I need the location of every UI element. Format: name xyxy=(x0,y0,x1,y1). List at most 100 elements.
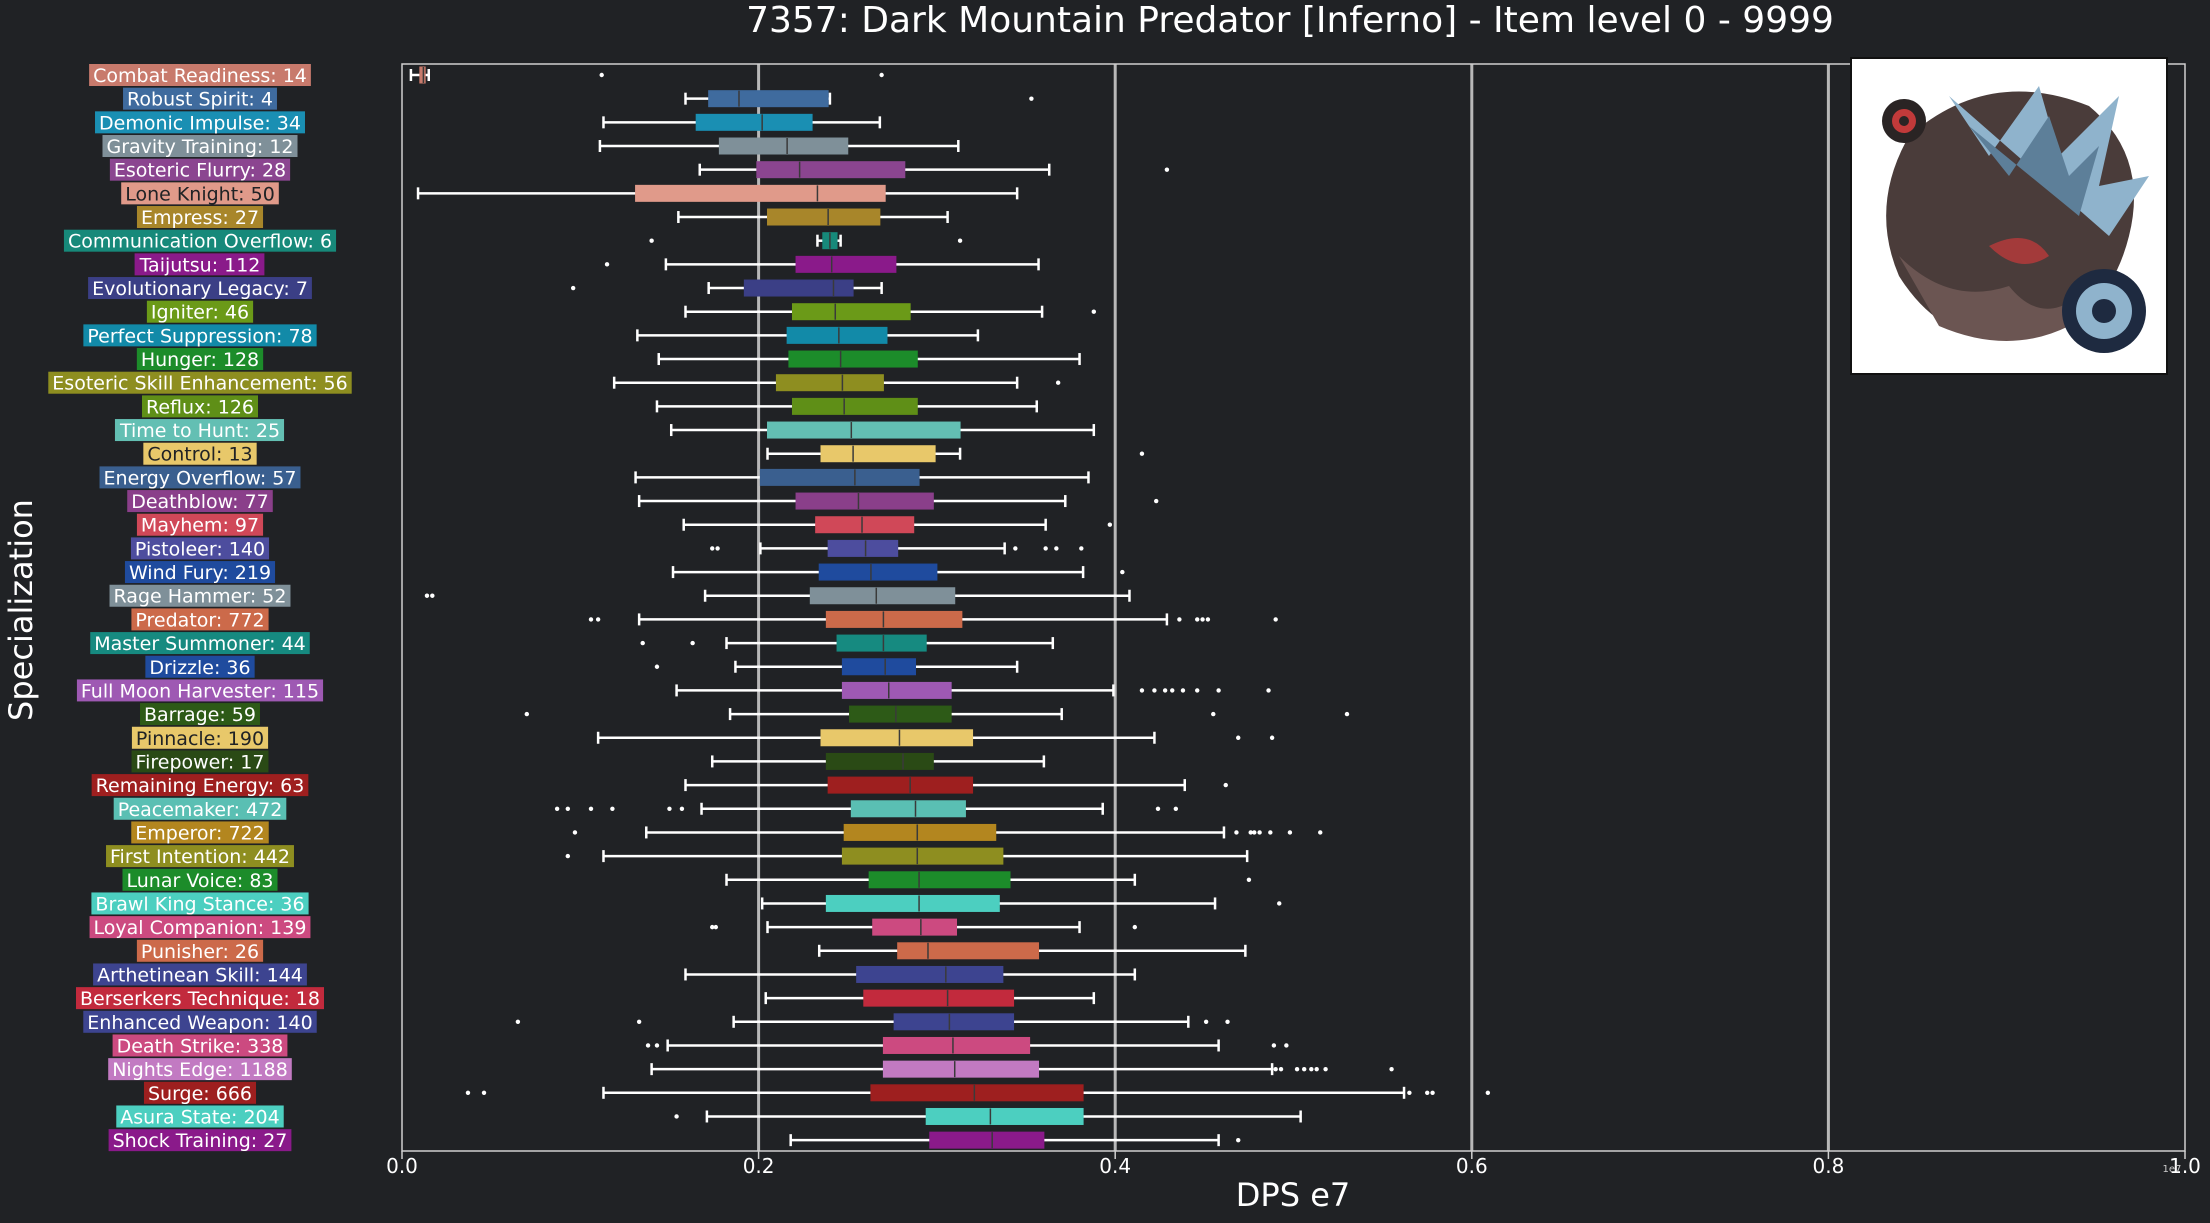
box-12 xyxy=(657,350,1081,368)
y-tick-label-29: Firepower: 17 xyxy=(131,750,269,773)
y-tick-label-text: Mayhem: 97 xyxy=(141,515,259,537)
box-37 xyxy=(817,942,1247,960)
box-iqr xyxy=(743,279,854,297)
box-45 xyxy=(789,1131,1241,1149)
y-tick-label-bg xyxy=(124,561,276,584)
y-tick-label-40: Enhanced Weapon: 140 xyxy=(83,1010,317,1034)
outlier-point xyxy=(1271,1043,1277,1048)
y-tick-label-text: Arthetinean Skill: 144 xyxy=(97,964,303,986)
y-tick-label-text: Drizzle: 36 xyxy=(149,657,250,679)
y-tick-label-bg xyxy=(130,537,270,560)
x-tick-label: 1.0 xyxy=(2169,1154,2201,1178)
box-11 xyxy=(636,326,980,344)
box-iqr xyxy=(843,823,997,841)
outlier-point xyxy=(1278,1066,1284,1072)
outlier-point xyxy=(636,1019,642,1024)
outlier-point xyxy=(1273,1066,1278,1072)
box-44 xyxy=(674,1107,1302,1125)
y-tick-label-text: Predator: 772 xyxy=(135,609,264,631)
outlier-point xyxy=(481,1090,487,1096)
y-tick-label-bg xyxy=(48,371,352,394)
box-39 xyxy=(764,989,1096,1007)
y-tick-label-text: Energy Overflow: 57 xyxy=(104,467,297,489)
y-tick-label-bg xyxy=(136,513,264,536)
box-3 xyxy=(598,137,960,155)
outlier-point xyxy=(1055,380,1061,385)
box-iqr xyxy=(718,137,849,155)
x-tick-label: 0.8 xyxy=(1812,1154,1844,1178)
box-iqr xyxy=(756,161,906,179)
box-iqr xyxy=(836,634,927,652)
y-tick-label-8: Taijutsu: 112 xyxy=(134,253,265,276)
box-iqr xyxy=(695,113,813,131)
outlier-point xyxy=(654,1043,660,1048)
outlier-point xyxy=(1132,924,1138,930)
y-tick-label-19: Mayhem: 97 xyxy=(136,513,264,537)
box-iqr xyxy=(820,445,936,463)
y-tick-label-42: Nights Edge: 1188 xyxy=(108,1058,292,1081)
y-tick-label-bg xyxy=(131,608,269,631)
y-tick-label-23: Predator: 772 xyxy=(131,608,269,631)
outlier-point xyxy=(674,1114,679,1119)
box-8 xyxy=(604,255,1040,273)
outlier-point xyxy=(957,238,963,243)
y-tick-label-text: Barrage: 59 xyxy=(144,704,256,726)
outlier-point xyxy=(1407,1090,1412,1096)
box-iqr xyxy=(827,539,899,557)
y-tick-label-45: Shock Training: 27 xyxy=(108,1129,292,1152)
y-tick-label-text: Robust Spirit: 4 xyxy=(127,89,273,111)
y-tick-label-bg xyxy=(106,845,294,868)
box-iqr xyxy=(815,516,915,534)
box-iqr xyxy=(825,610,963,628)
y-tick-label-bg xyxy=(88,277,312,300)
outlier-point xyxy=(1301,1066,1307,1072)
box-5 xyxy=(416,184,1019,202)
y-tick-label-bg xyxy=(89,64,311,86)
box-1 xyxy=(684,90,1034,108)
outlier-point xyxy=(1177,617,1182,622)
outlier-point xyxy=(1216,688,1221,693)
y-tick-label-11: Perfect Suppression: 78 xyxy=(83,324,317,347)
box-iqr xyxy=(897,942,1040,960)
y-tick-label-text: Communication Overflow: 6 xyxy=(68,231,332,253)
outlier-point xyxy=(1211,711,1216,717)
x-tick-label: 0.2 xyxy=(743,1154,775,1178)
box-iqr xyxy=(893,1013,1015,1031)
outlier-point xyxy=(710,546,715,551)
y-tick-label-bg xyxy=(89,916,311,939)
outlier-point xyxy=(610,806,615,811)
box-41 xyxy=(645,1036,1289,1054)
box-14 xyxy=(655,397,1038,415)
outlier-point xyxy=(1091,309,1097,314)
outlier-point xyxy=(588,806,594,811)
y-tick-label-44: Asura State: 204 xyxy=(116,1105,284,1128)
outlier-point xyxy=(1223,782,1228,788)
y-tick-label-text: Remaining Energy: 63 xyxy=(96,775,305,797)
outlier-point xyxy=(1323,1066,1328,1072)
chart-title: 7357: Dark Mountain Predator [Inferno] -… xyxy=(746,0,1834,41)
outlier-point xyxy=(1180,688,1186,693)
box-iqr xyxy=(841,681,952,699)
y-tick-label-bg xyxy=(99,466,301,489)
outlier-point xyxy=(465,1090,471,1096)
y-tick-label-bg xyxy=(143,442,257,465)
box-iqr xyxy=(767,421,961,439)
box-iqr xyxy=(767,208,881,226)
y-tick-label-text: Esoteric Skill Enhancement: 56 xyxy=(52,373,347,395)
y-tick-label-bg xyxy=(131,750,269,773)
outlier-point xyxy=(1173,806,1179,811)
y-tick-label-bg xyxy=(95,111,305,134)
outlier-point xyxy=(1284,1043,1289,1048)
y-tick-label-5: Lone Knight: 50 xyxy=(121,182,279,205)
x-axis-label: DPS e7 xyxy=(1236,1176,1350,1214)
outlier-point xyxy=(1205,617,1211,622)
outlier-point xyxy=(570,285,576,291)
outlier-point xyxy=(1079,546,1084,551)
outlier-point xyxy=(1277,901,1282,906)
box-25 xyxy=(654,658,1019,676)
outlier-point xyxy=(1225,1019,1230,1024)
box-iqr xyxy=(882,1036,1031,1054)
outlier-point xyxy=(1309,1066,1314,1072)
box-16 xyxy=(766,445,1145,463)
